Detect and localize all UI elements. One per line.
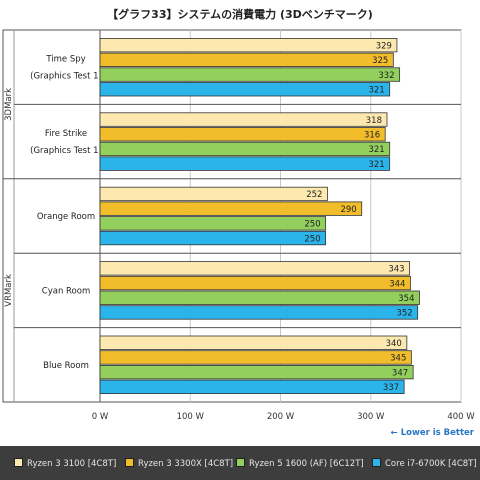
bar	[99, 379, 405, 395]
bar-value-label: 344	[389, 279, 405, 289]
bar-value-label: 318	[366, 116, 382, 126]
category-label: (Graphics Test 1)	[30, 146, 102, 156]
bar-value-label: 316	[364, 130, 380, 140]
chart-title: 【グラフ33】システムの消費電力 (3Dベンチマーク)	[107, 8, 373, 21]
bar	[99, 216, 327, 231]
bar-value-label: 354	[398, 294, 414, 304]
bar-value-label: 352	[396, 309, 412, 319]
legend-item-ryzen3-3100: Ryzen 3 3100 [4C8T]	[14, 458, 116, 469]
bar	[99, 364, 414, 380]
bar-value-label: 347	[392, 368, 408, 378]
bar	[99, 156, 391, 171]
category-label: Cyan Room	[42, 286, 90, 296]
bar	[99, 141, 391, 157]
bar	[99, 290, 420, 305]
group-label: 3DMark	[4, 88, 14, 121]
legend-label: Ryzen 5 1600 (AF) [6C12T]	[249, 459, 364, 469]
legend-swatch	[236, 458, 245, 467]
legend: Ryzen 3 3100 [4C8T] Ryzen 3 3300X [4C8T]…	[0, 446, 480, 480]
bar-value-label: 250	[304, 234, 320, 244]
category-label: (Graphics Test 1)	[30, 72, 102, 82]
bar-value-label: 250	[304, 220, 320, 230]
x-tick-label: 100 W	[177, 412, 205, 422]
legend-item-ryzen3-3300x: Ryzen 3 3300X [4C8T]	[125, 458, 233, 469]
legend-swatch	[372, 458, 381, 467]
legend-swatch	[14, 458, 23, 467]
legend-label: Ryzen 3 3300X [4C8T]	[138, 459, 234, 469]
bar	[99, 127, 386, 142]
bar	[99, 112, 388, 127]
lower-is-better-note: ← Lower is Better	[390, 428, 474, 438]
bar	[99, 305, 419, 320]
bar	[99, 186, 328, 202]
group-label: VRMark	[4, 274, 14, 307]
legend-swatch	[125, 458, 134, 467]
x-tick-label: 0 W	[92, 412, 109, 422]
bar	[99, 335, 408, 350]
legend-item-core-i7-6700k: Core i7-6700K [4C8T]	[372, 458, 477, 469]
x-tick-label: 200 W	[267, 412, 295, 422]
bar	[99, 230, 327, 246]
bar-value-label: 340	[386, 339, 402, 349]
bar-value-label: 290	[340, 205, 356, 215]
bar	[99, 38, 398, 53]
bar-value-label: 321	[368, 160, 384, 170]
bar	[99, 275, 411, 291]
bar-value-label: 325	[372, 56, 388, 66]
bar-value-label: 252	[306, 190, 322, 200]
category-label: Fire Strike	[45, 129, 87, 139]
bar	[99, 201, 363, 216]
bar-value-label: 337	[383, 383, 399, 393]
bar-value-label: 332	[378, 71, 394, 81]
category-label: Time Spy	[45, 55, 85, 65]
legend-label: Ryzen 3 3100 [4C8T]	[27, 459, 117, 469]
category-label: Blue Room	[43, 361, 89, 371]
bar-value-label: 321	[368, 145, 384, 155]
bar	[99, 350, 412, 365]
bar	[99, 82, 391, 97]
legend-item-ryzen5-1600af: Ryzen 5 1600 (AF) [6C12T]	[236, 458, 364, 469]
bar-value-label: 321	[368, 85, 384, 95]
bar-value-label: 343	[388, 265, 404, 275]
bar-value-label: 345	[390, 354, 406, 364]
bar-value-label: 329	[376, 41, 392, 51]
x-tick-label: 300 W	[357, 412, 385, 422]
bar	[99, 261, 410, 276]
bar	[99, 52, 394, 67]
legend-label: Core i7-6700K [4C8T]	[385, 459, 477, 469]
x-tick-label: 400 W	[447, 412, 475, 422]
bar	[99, 67, 401, 82]
category-label: Orange Room	[37, 212, 95, 222]
